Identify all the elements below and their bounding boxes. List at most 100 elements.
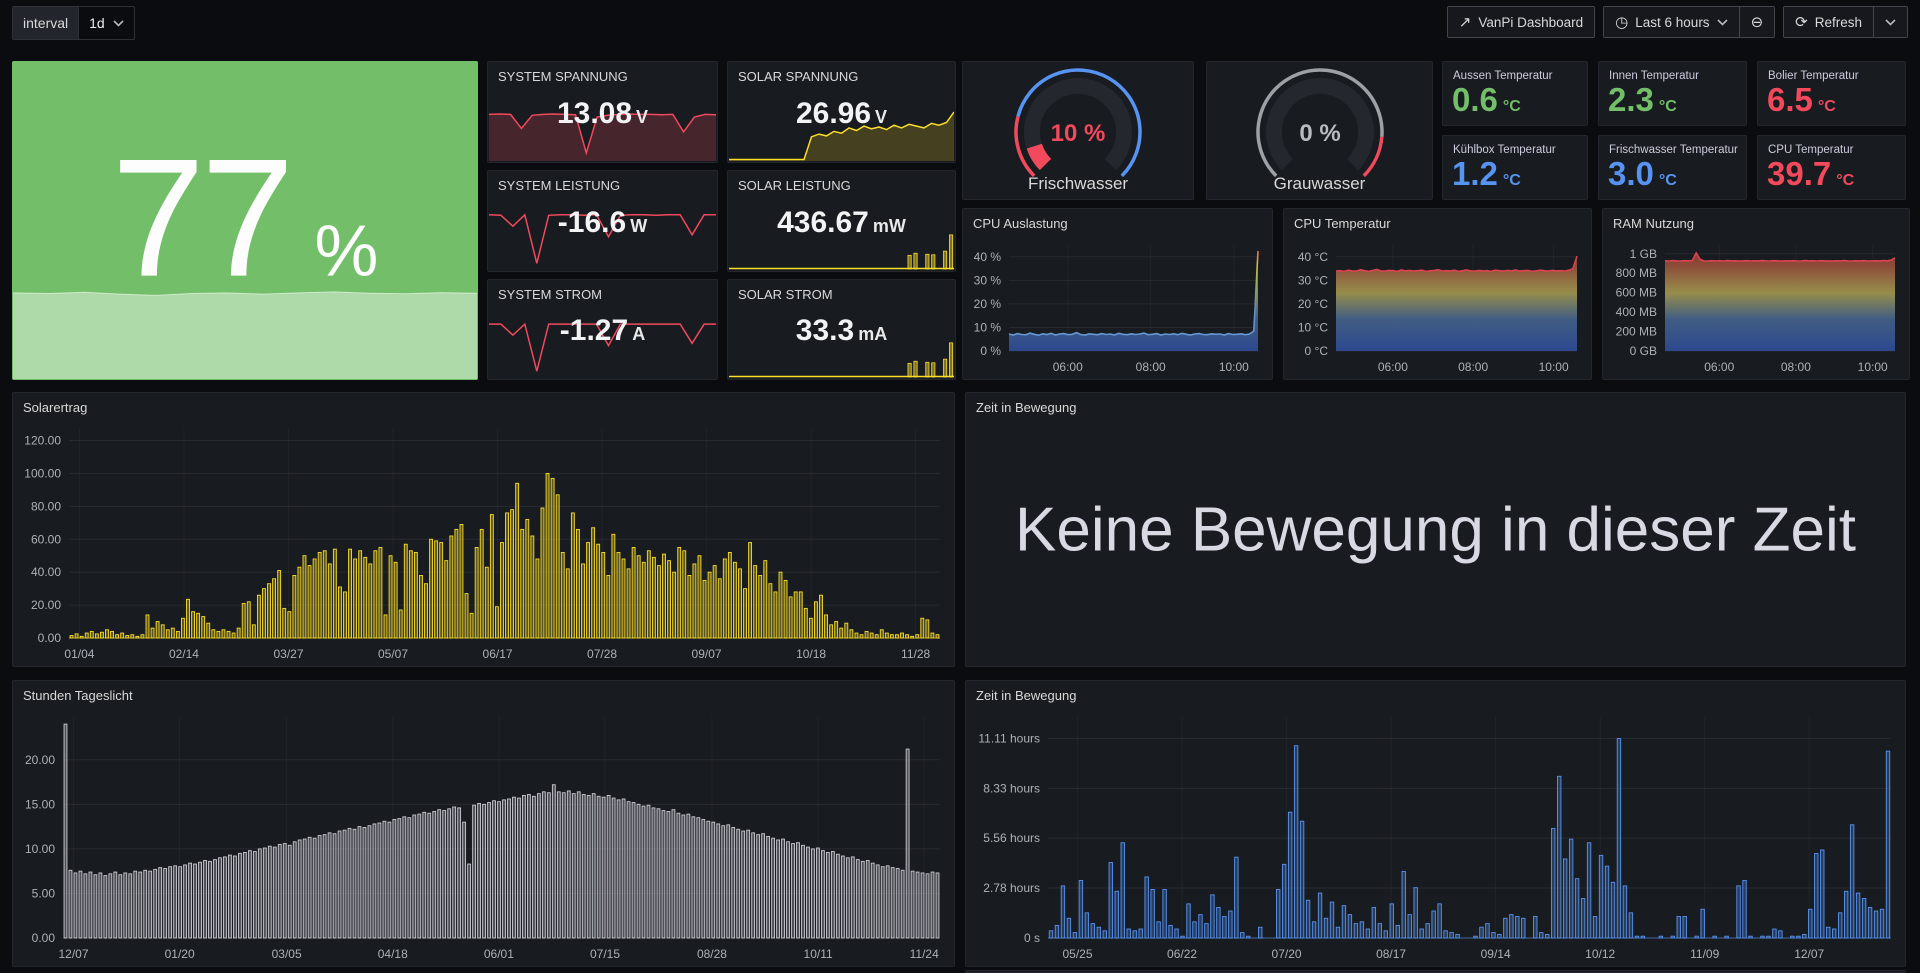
time-range-button[interactable]: ◷ Last 6 hours [1604, 7, 1739, 37]
svg-text:400 MB: 400 MB [1616, 305, 1657, 319]
svg-text:08:00: 08:00 [1136, 360, 1166, 374]
refresh-button[interactable]: ⟳ Refresh [1784, 7, 1873, 37]
dashboard-link-button[interactable]: ↗ VanPi Dashboard [1447, 7, 1595, 37]
panel-solar-leistung[interactable]: SOLAR LEISTUNG 436.67 mW [727, 170, 956, 272]
ram-nutzung-chart[interactable]: 0 GB 200 MB 400 MB 600 MB 800 MB 1 GB 06:00 08:… [1605, 233, 1907, 377]
svg-text:0 s: 0 s [1024, 931, 1040, 945]
panel-frischwasser-gauge[interactable]: 10 % Frischwasser [962, 61, 1194, 200]
panel-batterie[interactable]: 77 % [12, 61, 478, 380]
panel-system-strom[interactable]: SYSTEM STROM -1.27 A [487, 279, 718, 380]
chevron-down-icon [1885, 18, 1896, 26]
svg-text:10 °C: 10 °C [1298, 320, 1328, 334]
panel-solar-spannung[interactable]: SOLAR SPANNUNG 26.96 V [727, 61, 956, 163]
panel-stunden-tageslicht[interactable]: Stunden Tageslicht 0.00 5.00 10.00 15.00 20.… [12, 680, 955, 967]
svg-text:10:00: 10:00 [1539, 360, 1569, 374]
svg-text:40 %: 40 % [974, 250, 1002, 264]
stat-value: 33.3 mA [795, 314, 888, 348]
svg-text:10.00: 10.00 [25, 842, 55, 856]
svg-text:08/17: 08/17 [1376, 947, 1406, 961]
svg-text:10/18: 10/18 [796, 647, 826, 661]
panel-grauwasser-gauge[interactable]: 0 % Grauwasser [1206, 61, 1433, 200]
cpu-auslastung-chart[interactable]: 0 % 10 % 20 % 30 % 40 % 06:00 08:00 10:00 [965, 233, 1270, 377]
refresh-interval-button[interactable] [1873, 7, 1907, 37]
svg-text:05/25: 05/25 [1062, 947, 1092, 961]
sparkline [729, 334, 954, 378]
frischwasser-gauge: 10 % [963, 64, 1193, 180]
svg-text:10/12: 10/12 [1585, 947, 1615, 961]
svg-text:30 °C: 30 °C [1298, 273, 1328, 287]
svg-text:12/07: 12/07 [59, 947, 89, 961]
panel-cpu-temperatur-chart[interactable]: CPU Temperatur 0 °C 10 °C 20 °C 30 °C 40 °C 0… [1283, 208, 1592, 380]
svg-text:06/17: 06/17 [483, 647, 513, 661]
svg-text:200 MB: 200 MB [1616, 325, 1657, 339]
svg-text:8.33 hours: 8.33 hours [983, 781, 1040, 795]
panel-zeit-in-bewegung-nodata[interactable]: Zeit in Bewegung Keine Bewegung in diese… [965, 392, 1906, 667]
svg-text:5.00: 5.00 [32, 886, 56, 900]
svg-text:120.00: 120.00 [24, 434, 61, 448]
zoom-out-button[interactable]: ⊖ [1738, 7, 1775, 37]
panel-system-spannung[interactable]: SYSTEM SPANNUNG 13.08 V [487, 61, 718, 163]
svg-text:0 %: 0 % [980, 344, 1001, 358]
panel-kuehlbox-temperatur[interactable]: Kühlbox Temperatur 1.2 °C [1442, 135, 1588, 200]
svg-text:600 MB: 600 MB [1616, 286, 1657, 300]
svg-text:0 °C: 0 °C [1305, 344, 1329, 358]
svg-text:06:00: 06:00 [1704, 360, 1734, 374]
svg-text:10:00: 10:00 [1219, 360, 1249, 374]
panel-solar-strom[interactable]: SOLAR STROM 33.3 mA [727, 279, 956, 380]
svg-text:08:00: 08:00 [1458, 360, 1488, 374]
cpu-temperatur-chart[interactable]: 0 °C 10 °C 20 °C 30 °C 40 °C 06:00 08:00 10:00 [1286, 233, 1589, 377]
gauge-label: Grauwasser [1273, 174, 1366, 193]
zoom-out-icon: ⊖ [1750, 13, 1764, 31]
svg-text:05/07: 05/07 [378, 647, 408, 661]
panel-boiler-temperatur[interactable]: Bolier Temperatur 6.5 °C [1757, 61, 1906, 126]
refresh-icon: ⟳ [1795, 13, 1808, 31]
grauwasser-gauge: 0 % [1207, 64, 1432, 180]
panel-title: SYSTEM SPANNUNG [498, 69, 628, 84]
sparkline [489, 319, 716, 378]
panel-aussen-temperatur[interactable]: Aussen Temperatur 0.6 °C [1442, 61, 1588, 126]
panel-solarertrag[interactable]: Solarertrag 0.00 20.00 40.00 60.00 80.00 100.… [12, 392, 955, 667]
svg-text:40 °C: 40 °C [1298, 250, 1328, 264]
svg-text:0 %: 0 % [1299, 120, 1340, 147]
svg-text:80.00: 80.00 [31, 499, 61, 513]
panel-system-leistung[interactable]: SYSTEM LEISTUNG -16.6 W [487, 170, 718, 272]
svg-text:20 °C: 20 °C [1298, 297, 1328, 311]
stat-value: 13.08 V [556, 97, 649, 130]
svg-text:11/24: 11/24 [910, 947, 939, 961]
panel-innen-temperatur[interactable]: Innen Temperatur 2.3 °C [1598, 61, 1747, 126]
svg-text:03/27: 03/27 [273, 647, 303, 661]
stunden-tageslicht-chart[interactable]: 0.00 5.00 10.00 15.00 20.00 12/07 01/20 03/05 04… [15, 705, 952, 964]
svg-text:11.11 hours: 11.11 hours [978, 731, 1040, 745]
panel-ram-nutzung[interactable]: RAM Nutzung 0 GB 200 MB 400 MB 600 MB 800 MB… [1602, 208, 1910, 380]
stat-value: -16.6 W [557, 206, 648, 239]
svg-text:60.00: 60.00 [31, 532, 61, 546]
stat-value: 26.96 V [795, 97, 888, 130]
svg-text:07/28: 07/28 [587, 647, 617, 661]
svg-text:07/15: 07/15 [590, 947, 620, 961]
chevron-down-icon [1716, 18, 1728, 26]
sparkline [729, 226, 954, 270]
svg-text:01/04: 01/04 [64, 647, 94, 661]
svg-text:08:00: 08:00 [1781, 360, 1811, 374]
svg-text:04/18: 04/18 [378, 947, 408, 961]
interval-variable-value[interactable]: 1d [79, 7, 134, 39]
solarertrag-chart[interactable]: 0.00 20.00 40.00 60.00 80.00 100.00 120.00 01/0… [15, 417, 952, 664]
panel-cpu-temperatur-stat[interactable]: CPU Temperatur 39.7 °C [1757, 135, 1906, 200]
sparkline [729, 109, 955, 161]
svg-text:20 %: 20 % [974, 297, 1002, 311]
zeit-in-bewegung-chart[interactable]: 0 s 2.78 hours 5.56 hours 8.33 hours 11.11 h… [968, 705, 1903, 964]
panel-title: SOLAR STROM [738, 287, 833, 302]
svg-text:01/20: 01/20 [165, 947, 195, 961]
panel-frischwasser-temperatur[interactable]: Frischwasser Temperatur 3.0 °C [1598, 135, 1747, 200]
panel-cpu-auslastung[interactable]: CPU Auslastung 0 % 10 % 20 % 30 % 40 % 06:00 0… [962, 208, 1273, 380]
svg-text:15.00: 15.00 [25, 797, 55, 811]
svg-text:20.00: 20.00 [31, 598, 61, 612]
panel-title: SOLAR SPANNUNG [738, 69, 859, 84]
svg-text:1 GB: 1 GB [1630, 247, 1657, 261]
svg-text:06/22: 06/22 [1167, 947, 1197, 961]
panel-zeit-in-bewegung-chart[interactable]: Zeit in Bewegung 0 s 2.78 hours 5.56 hours… [965, 680, 1906, 967]
svg-text:800 MB: 800 MB [1616, 266, 1657, 280]
svg-text:40.00: 40.00 [31, 565, 61, 579]
svg-text:11/28: 11/28 [901, 647, 930, 661]
svg-text:10/11: 10/11 [804, 947, 833, 961]
